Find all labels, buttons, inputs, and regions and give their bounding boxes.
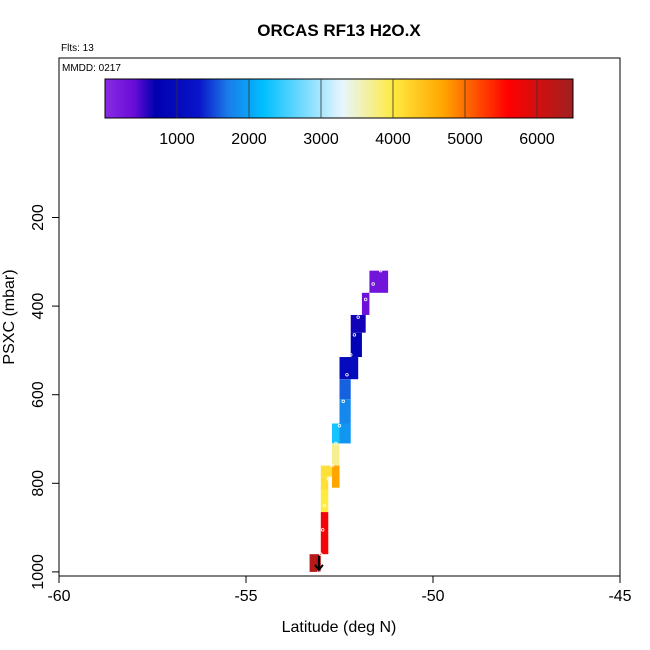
data-cell <box>350 314 366 333</box>
y-tick-label: 800 <box>30 470 47 497</box>
x-tick-label: -45 <box>608 588 631 605</box>
colorbar: 1000 2000 3000 4000 5000 6000 <box>104 78 574 148</box>
track-end-arrow <box>314 555 324 572</box>
data-cell <box>332 423 340 444</box>
y-axis-label: PSXC (mbar) <box>1 269 18 364</box>
colorbar-tick-label: 1000 <box>159 131 195 148</box>
y-tick-label: 200 <box>30 204 47 231</box>
flight-track <box>314 268 383 574</box>
data-cell <box>320 489 329 513</box>
data-cell <box>339 423 351 444</box>
track-point <box>330 463 334 468</box>
track-point <box>352 333 357 337</box>
date-label: MMDD: 0217 <box>62 63 121 74</box>
colorbar-gradient <box>104 78 574 119</box>
y-axis: 200 400 600 800 1000 <box>30 204 59 590</box>
track-point <box>349 353 353 357</box>
colorbar-tick-label: 2000 <box>231 131 267 148</box>
colorbar-tick-label: 6000 <box>519 131 555 148</box>
track-point <box>341 399 345 404</box>
colorbar-tick-label: 3000 <box>303 131 339 148</box>
data-cells <box>309 270 389 572</box>
track-point <box>334 441 338 446</box>
y-tick-label: 1000 <box>30 554 47 590</box>
data-cell <box>339 357 359 380</box>
track-point <box>363 297 368 302</box>
data-cell <box>320 465 333 477</box>
data-cell <box>350 332 362 358</box>
data-cell <box>320 532 329 555</box>
data-cell <box>332 443 340 466</box>
y-tick-label: 400 <box>30 293 47 320</box>
flights-label: Flts: 13 <box>61 43 94 54</box>
data-cell <box>339 399 351 424</box>
chart-title: ORCAS RF13 H2O.X <box>257 21 421 40</box>
y-tick-label: 600 <box>30 381 47 408</box>
x-tick-label: -60 <box>47 588 70 605</box>
data-cell <box>361 292 370 315</box>
plot-frame <box>58 57 621 577</box>
data-cell <box>332 465 340 488</box>
data-cell <box>320 476 329 490</box>
track-point <box>326 477 330 481</box>
colorbar-tick-label: 4000 <box>375 131 411 148</box>
track-point <box>319 552 323 556</box>
data-cell <box>339 379 351 400</box>
x-tick-label: -55 <box>234 588 257 605</box>
x-axis: -60 -55 -50 -45 <box>47 576 632 605</box>
track-point <box>378 268 383 273</box>
track-point <box>322 503 327 508</box>
track-point <box>371 282 375 286</box>
x-axis-label: Latitude (deg N) <box>282 619 397 636</box>
data-cell <box>320 512 329 533</box>
track-point <box>345 373 349 377</box>
track-point <box>356 315 360 319</box>
data-cell <box>309 554 321 572</box>
data-cell <box>369 270 389 293</box>
track-point <box>320 528 325 532</box>
track-point <box>337 424 342 428</box>
x-tick-label: -50 <box>421 588 444 605</box>
colorbar-tick-label: 5000 <box>447 131 483 148</box>
